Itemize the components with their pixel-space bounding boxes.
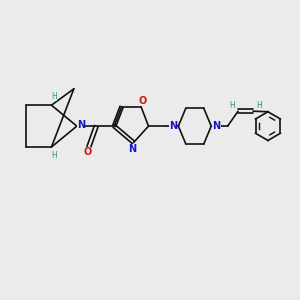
Text: O: O — [83, 147, 92, 158]
Text: H: H — [51, 92, 57, 101]
Text: H: H — [51, 151, 57, 160]
Text: N: N — [212, 121, 221, 131]
Text: H: H — [256, 101, 262, 110]
Text: N: N — [77, 120, 86, 130]
Text: N: N — [128, 143, 136, 154]
Text: H: H — [229, 101, 235, 110]
Text: N: N — [169, 121, 177, 131]
Text: O: O — [138, 96, 147, 106]
